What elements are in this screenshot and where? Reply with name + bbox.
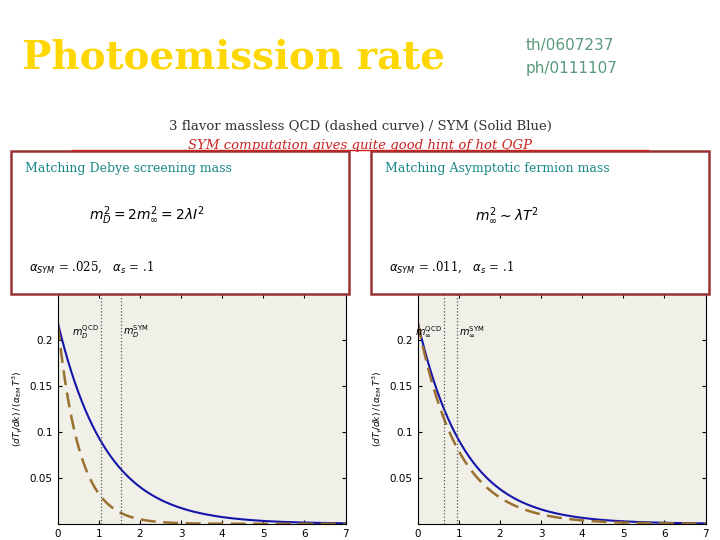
Text: $\alpha_{SYM}$ = .025,   $\alpha_s$ = .1: $\alpha_{SYM}$ = .025, $\alpha_s$ = .1 — [29, 260, 154, 275]
Y-axis label: $(dT_\gamma\!/dk)\,/\,(\alpha_{\rm EM}\,T^3)$: $(dT_\gamma\!/dk)\,/\,(\alpha_{\rm EM}\,… — [371, 371, 385, 447]
Text: $m_\infty^{\rm SYM}$: $m_\infty^{\rm SYM}$ — [459, 323, 485, 339]
Text: $m_D^{\rm QCD}$: $m_D^{\rm QCD}$ — [72, 323, 99, 341]
Text: $m_\infty^{\rm QCD}$: $m_\infty^{\rm QCD}$ — [415, 323, 442, 339]
Text: $m_\infty^2 \sim \lambda T^2$: $m_\infty^2 \sim \lambda T^2$ — [475, 206, 539, 226]
Text: Photoemission rate: Photoemission rate — [22, 38, 445, 76]
Text: Matching Asymptotic fermion mass: Matching Asymptotic fermion mass — [385, 162, 610, 175]
Text: Matching Debye screening mass: Matching Debye screening mass — [25, 162, 232, 175]
Text: $m_D^{\rm SYM}$: $m_D^{\rm SYM}$ — [123, 323, 149, 341]
Text: 3 flavor massless QCD (dashed curve) / SYM (Solid Blue): 3 flavor massless QCD (dashed curve) / S… — [168, 120, 552, 133]
Text: $m_D^2 = 2m_\infty^2 = 2\lambda I^2$: $m_D^2 = 2m_\infty^2 = 2\lambda I^2$ — [89, 205, 204, 227]
Text: $\alpha_{SYM}$ = .011,   $\alpha_s$ = .1: $\alpha_{SYM}$ = .011, $\alpha_s$ = .1 — [389, 260, 514, 275]
Text: th/0607237
ph/0111107: th/0607237 ph/0111107 — [526, 38, 618, 76]
Y-axis label: $(dT_\gamma\!/dk)\,/\,(\alpha_{\rm EM}\,T^3)$: $(dT_\gamma\!/dk)\,/\,(\alpha_{\rm EM}\,… — [11, 371, 25, 447]
Text: SYM computation gives quite good hint of hot QGP: SYM computation gives quite good hint of… — [188, 139, 532, 152]
